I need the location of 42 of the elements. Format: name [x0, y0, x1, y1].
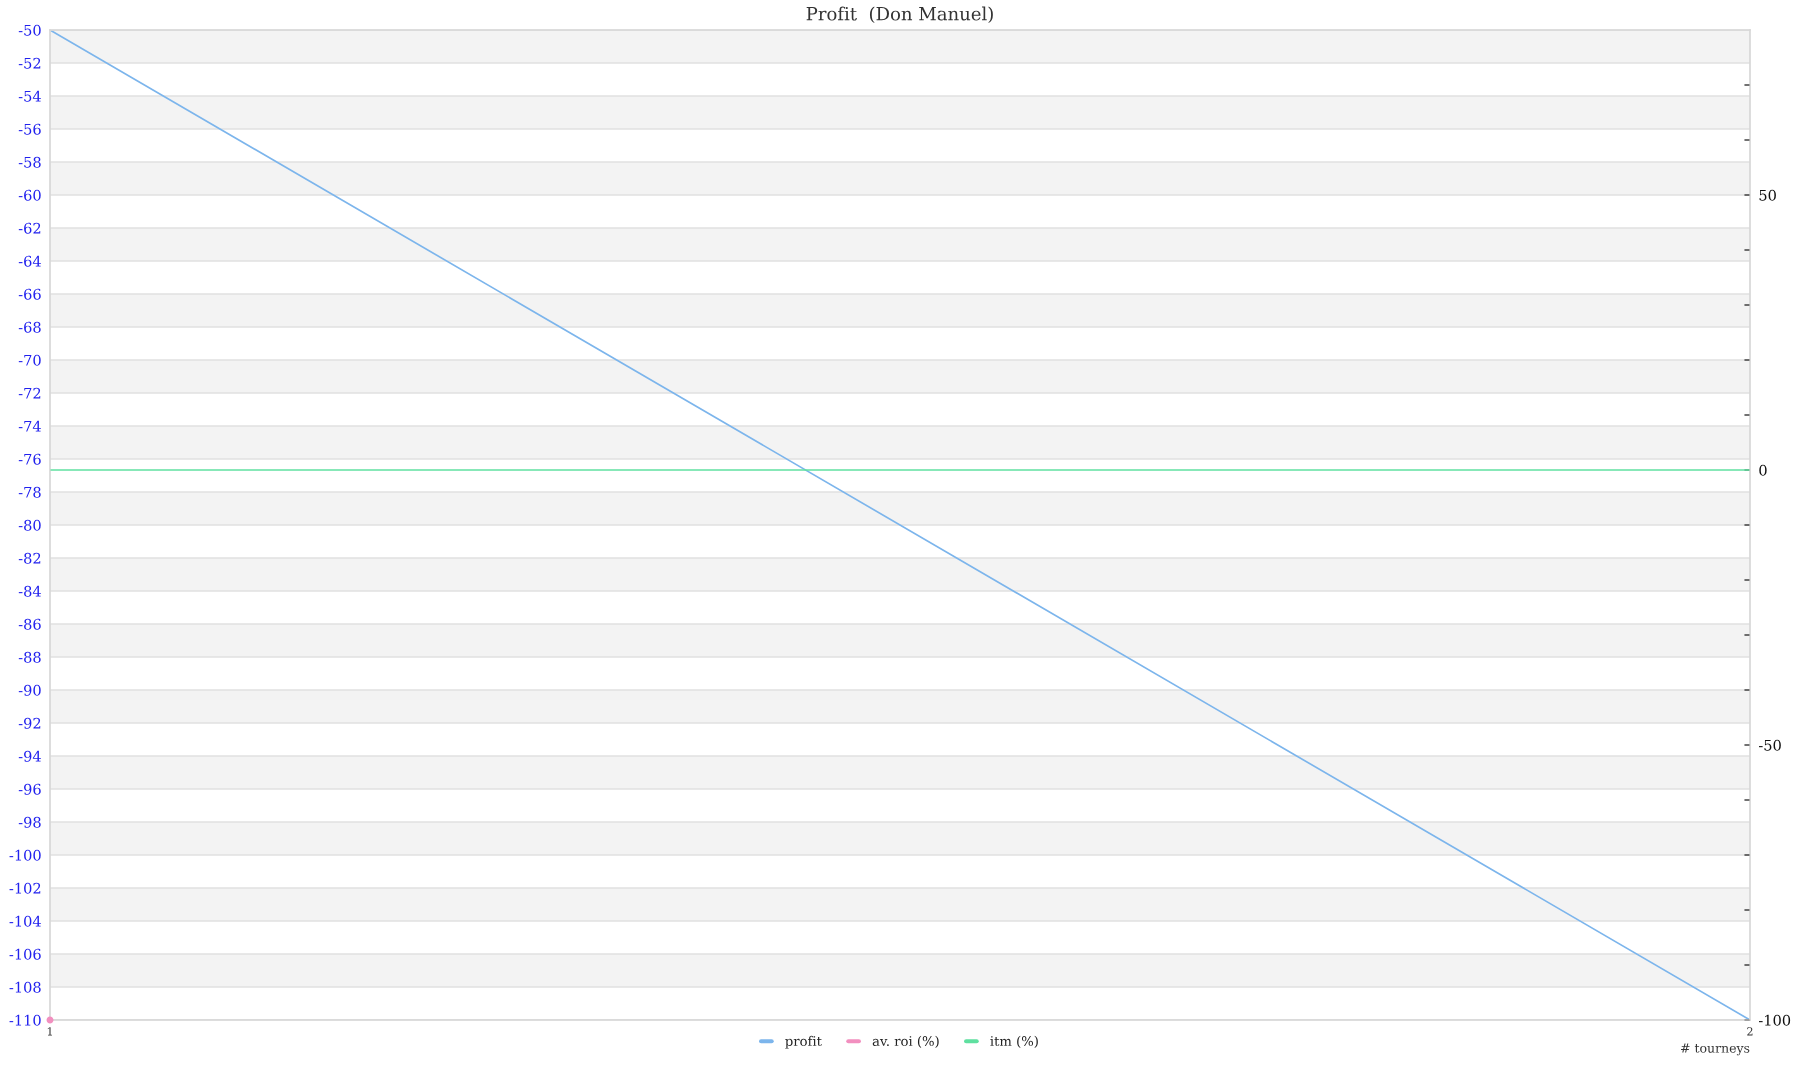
y-tick-label: -78 — [18, 486, 41, 498]
y2-tick-label: -50 — [1758, 739, 1781, 751]
y-tick-label: -56 — [18, 123, 41, 135]
y-tick-label: -96 — [18, 783, 41, 795]
y-tick-label: -106 — [9, 948, 41, 960]
y-tick-label: -88 — [18, 651, 41, 663]
legend-label: profit — [785, 1035, 822, 1049]
y-tick-label: -70 — [18, 354, 41, 366]
y2-tick-label: -100 — [1758, 1014, 1791, 1026]
x-axis-title: # tourneys — [1681, 1043, 1750, 1056]
y2-tick-label: 0 — [1759, 464, 1767, 476]
y-tick-label: -104 — [9, 915, 41, 927]
x-tick-label: 1 — [47, 1027, 52, 1036]
y-tick-label: -80 — [18, 519, 41, 531]
y-tick-label: -66 — [18, 288, 41, 300]
y-tick-label: -94 — [18, 750, 41, 762]
y-tick-label: -92 — [18, 717, 41, 729]
x-tick-label: 2 — [1747, 1027, 1753, 1036]
y-tick-label: -100 — [9, 849, 41, 861]
legend-label: av. roi (%) — [872, 1035, 939, 1048]
y-tick-label: -102 — [9, 882, 41, 894]
y-tick-label: -90 — [18, 684, 41, 696]
y-tick-label: -72 — [18, 387, 41, 399]
y-tick-label: -98 — [18, 816, 41, 828]
y-tick-label: -110 — [9, 1014, 41, 1026]
y-tick-label: -58 — [18, 156, 41, 168]
y-tick-label: -68 — [18, 321, 41, 333]
y-tick-label: -62 — [18, 222, 41, 234]
y-tick-label: -74 — [18, 420, 41, 432]
y-tick-label: -50 — [18, 24, 41, 36]
y-tick-label: -60 — [18, 189, 41, 201]
chart-title: Profit (Don Manuel) — [806, 6, 993, 24]
legend-label: itm (%) — [990, 1035, 1038, 1048]
y-tick-label: -64 — [18, 255, 41, 267]
y-tick-label: -76 — [18, 453, 41, 465]
y-tick-label: -82 — [18, 552, 41, 564]
y-tick-label: -86 — [18, 618, 41, 630]
y-tick-label: -108 — [9, 981, 41, 993]
y2-tick-label: 50 — [1759, 189, 1776, 201]
y-tick-label: -52 — [18, 57, 41, 69]
y-tick-label: -54 — [18, 90, 41, 102]
y-tick-label: -84 — [18, 585, 41, 597]
